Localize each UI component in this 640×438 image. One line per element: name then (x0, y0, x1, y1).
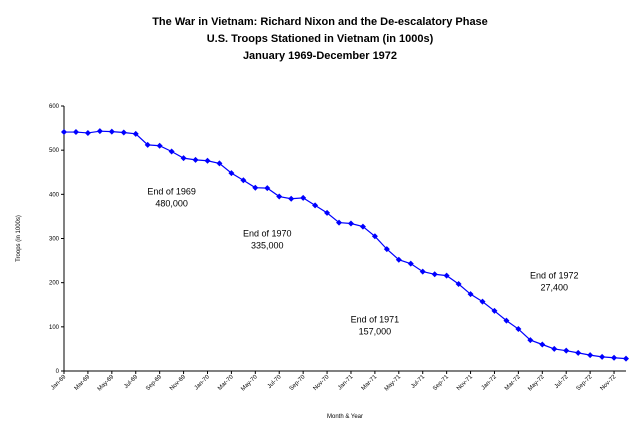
x-tick-label: Jul-69 (123, 374, 139, 390)
y-tick-label: 0 (56, 369, 60, 375)
x-tick-label: Jan-72 (481, 374, 499, 392)
data-point-marker (240, 177, 247, 184)
x-tick-label: May-71 (384, 374, 403, 393)
data-point-marker (611, 354, 618, 361)
x-tick-label: Sep-72 (576, 374, 594, 392)
y-tick-label: 500 (49, 148, 60, 154)
y-axis-label: Troops (in 1000s) (16, 215, 22, 262)
data-point-marker (551, 345, 558, 352)
data-point-marker (623, 355, 629, 362)
annotation-value: 27,400 (540, 282, 568, 292)
y-tick-label: 100 (49, 325, 60, 331)
data-point-marker (407, 260, 414, 267)
x-tick-label: Sep-69 (145, 374, 163, 392)
data-point-marker (61, 129, 67, 136)
y-tick-label: 600 (49, 104, 60, 110)
x-tick-label: Jan-69 (50, 374, 68, 392)
x-tick-label: Mar-70 (217, 374, 235, 392)
data-point-marker (359, 223, 366, 230)
x-tick-label: Nov-72 (600, 374, 618, 392)
x-tick-label: Mar-72 (504, 374, 522, 392)
data-point-marker (180, 155, 187, 162)
data-point-marker (120, 129, 127, 136)
data-point-marker (264, 185, 271, 192)
annotations: End of 1969 480,000 End of 1970 335,000 End … (147, 186, 578, 336)
x-tick-label: Nov-69 (169, 374, 187, 392)
data-point-marker (132, 130, 139, 137)
data-point-marker (144, 141, 151, 148)
data-point-marker (491, 307, 498, 314)
x-tick-label: Jul-72 (554, 374, 570, 390)
x-tick-label: Jul-71 (410, 374, 426, 390)
annotation-value: 480,000 (155, 198, 188, 208)
chart-subtitle: U.S. Troops Stationed in Vietnam (in 100… (206, 33, 434, 45)
y-tick-label: 300 (49, 237, 60, 243)
data-point-marker (288, 195, 295, 202)
data-point-marker (443, 272, 450, 279)
data-point-marker (563, 347, 570, 354)
annotation-title: End of 1969 (147, 186, 196, 196)
annotation-title: End of 1971 (351, 314, 400, 324)
data-point-marker (84, 129, 91, 136)
x-tick-label: May-70 (240, 374, 259, 393)
data-point-marker (515, 326, 522, 333)
x-tick-label: Jan-71 (337, 374, 355, 392)
chart-date-range: January 1969-December 1972 (242, 50, 398, 62)
annotation-title: End of 1972 (530, 270, 579, 280)
x-tick-label: Mar-71 (361, 374, 379, 392)
chart-title: The War in Vietnam: Richard Nixon and th… (152, 16, 488, 28)
data-point-marker (192, 156, 199, 163)
annotation-value: 157,000 (359, 326, 392, 336)
x-tick-label: May-72 (527, 374, 546, 393)
x-axis-label: Month & Year (327, 414, 363, 420)
data-point-marker (599, 353, 606, 360)
data-point-marker (300, 194, 307, 201)
data-point-marker (383, 246, 390, 253)
data-point-marker (216, 160, 223, 167)
data-point-marker (455, 280, 462, 287)
data-point-marker (228, 170, 235, 177)
annotation-title: End of 1970 (243, 228, 292, 238)
x-tick-label: Jul-70 (267, 374, 283, 390)
x-tick-label: Nov-70 (313, 374, 331, 392)
data-point-marker (419, 268, 426, 275)
data-point-marker (479, 298, 486, 305)
data-point-marker (108, 128, 115, 135)
y-tick-label: 200 (49, 281, 60, 287)
data-point-marker (324, 209, 331, 216)
x-tick-label: Mar-69 (74, 374, 92, 392)
x-tick-label: Nov-71 (456, 374, 474, 392)
data-point-marker (72, 129, 79, 136)
data-point-marker (168, 148, 175, 155)
x-tick-label: Sep-70 (289, 374, 307, 392)
y-axis-ticks: 0 100 200 300 400 500 600 (49, 104, 64, 375)
data-point-marker (204, 157, 211, 164)
troops-series (61, 128, 629, 362)
data-point-marker (395, 256, 402, 263)
x-tick-label: Jan-70 (194, 374, 212, 392)
data-point-marker (503, 317, 510, 324)
data-point-marker (431, 271, 438, 278)
data-point-marker (276, 193, 283, 200)
annotation-value: 335,000 (251, 240, 284, 250)
data-point-marker (312, 202, 319, 209)
data-point-marker (96, 128, 103, 135)
y-tick-label: 400 (49, 192, 60, 198)
x-axis-ticks: Jan-69 Mar-69 May-69 Jul-69 Sep-69 Nov-69 Jan-… (50, 371, 618, 393)
data-point-marker (371, 233, 378, 240)
data-point-marker (575, 349, 582, 356)
data-point-marker (156, 142, 163, 149)
data-point-marker (467, 291, 474, 298)
data-point-marker (527, 337, 534, 344)
series-line (64, 130, 627, 360)
x-tick-label: May-69 (97, 374, 116, 393)
chart-titles: The War in Vietnam: Richard Nixon and th… (0, 14, 640, 65)
data-point-marker (347, 220, 354, 227)
x-tick-label: Sep-71 (432, 374, 450, 392)
data-point-marker (336, 219, 343, 226)
data-point-marker (252, 184, 259, 191)
data-point-marker (587, 352, 594, 359)
data-point-marker (539, 341, 546, 348)
